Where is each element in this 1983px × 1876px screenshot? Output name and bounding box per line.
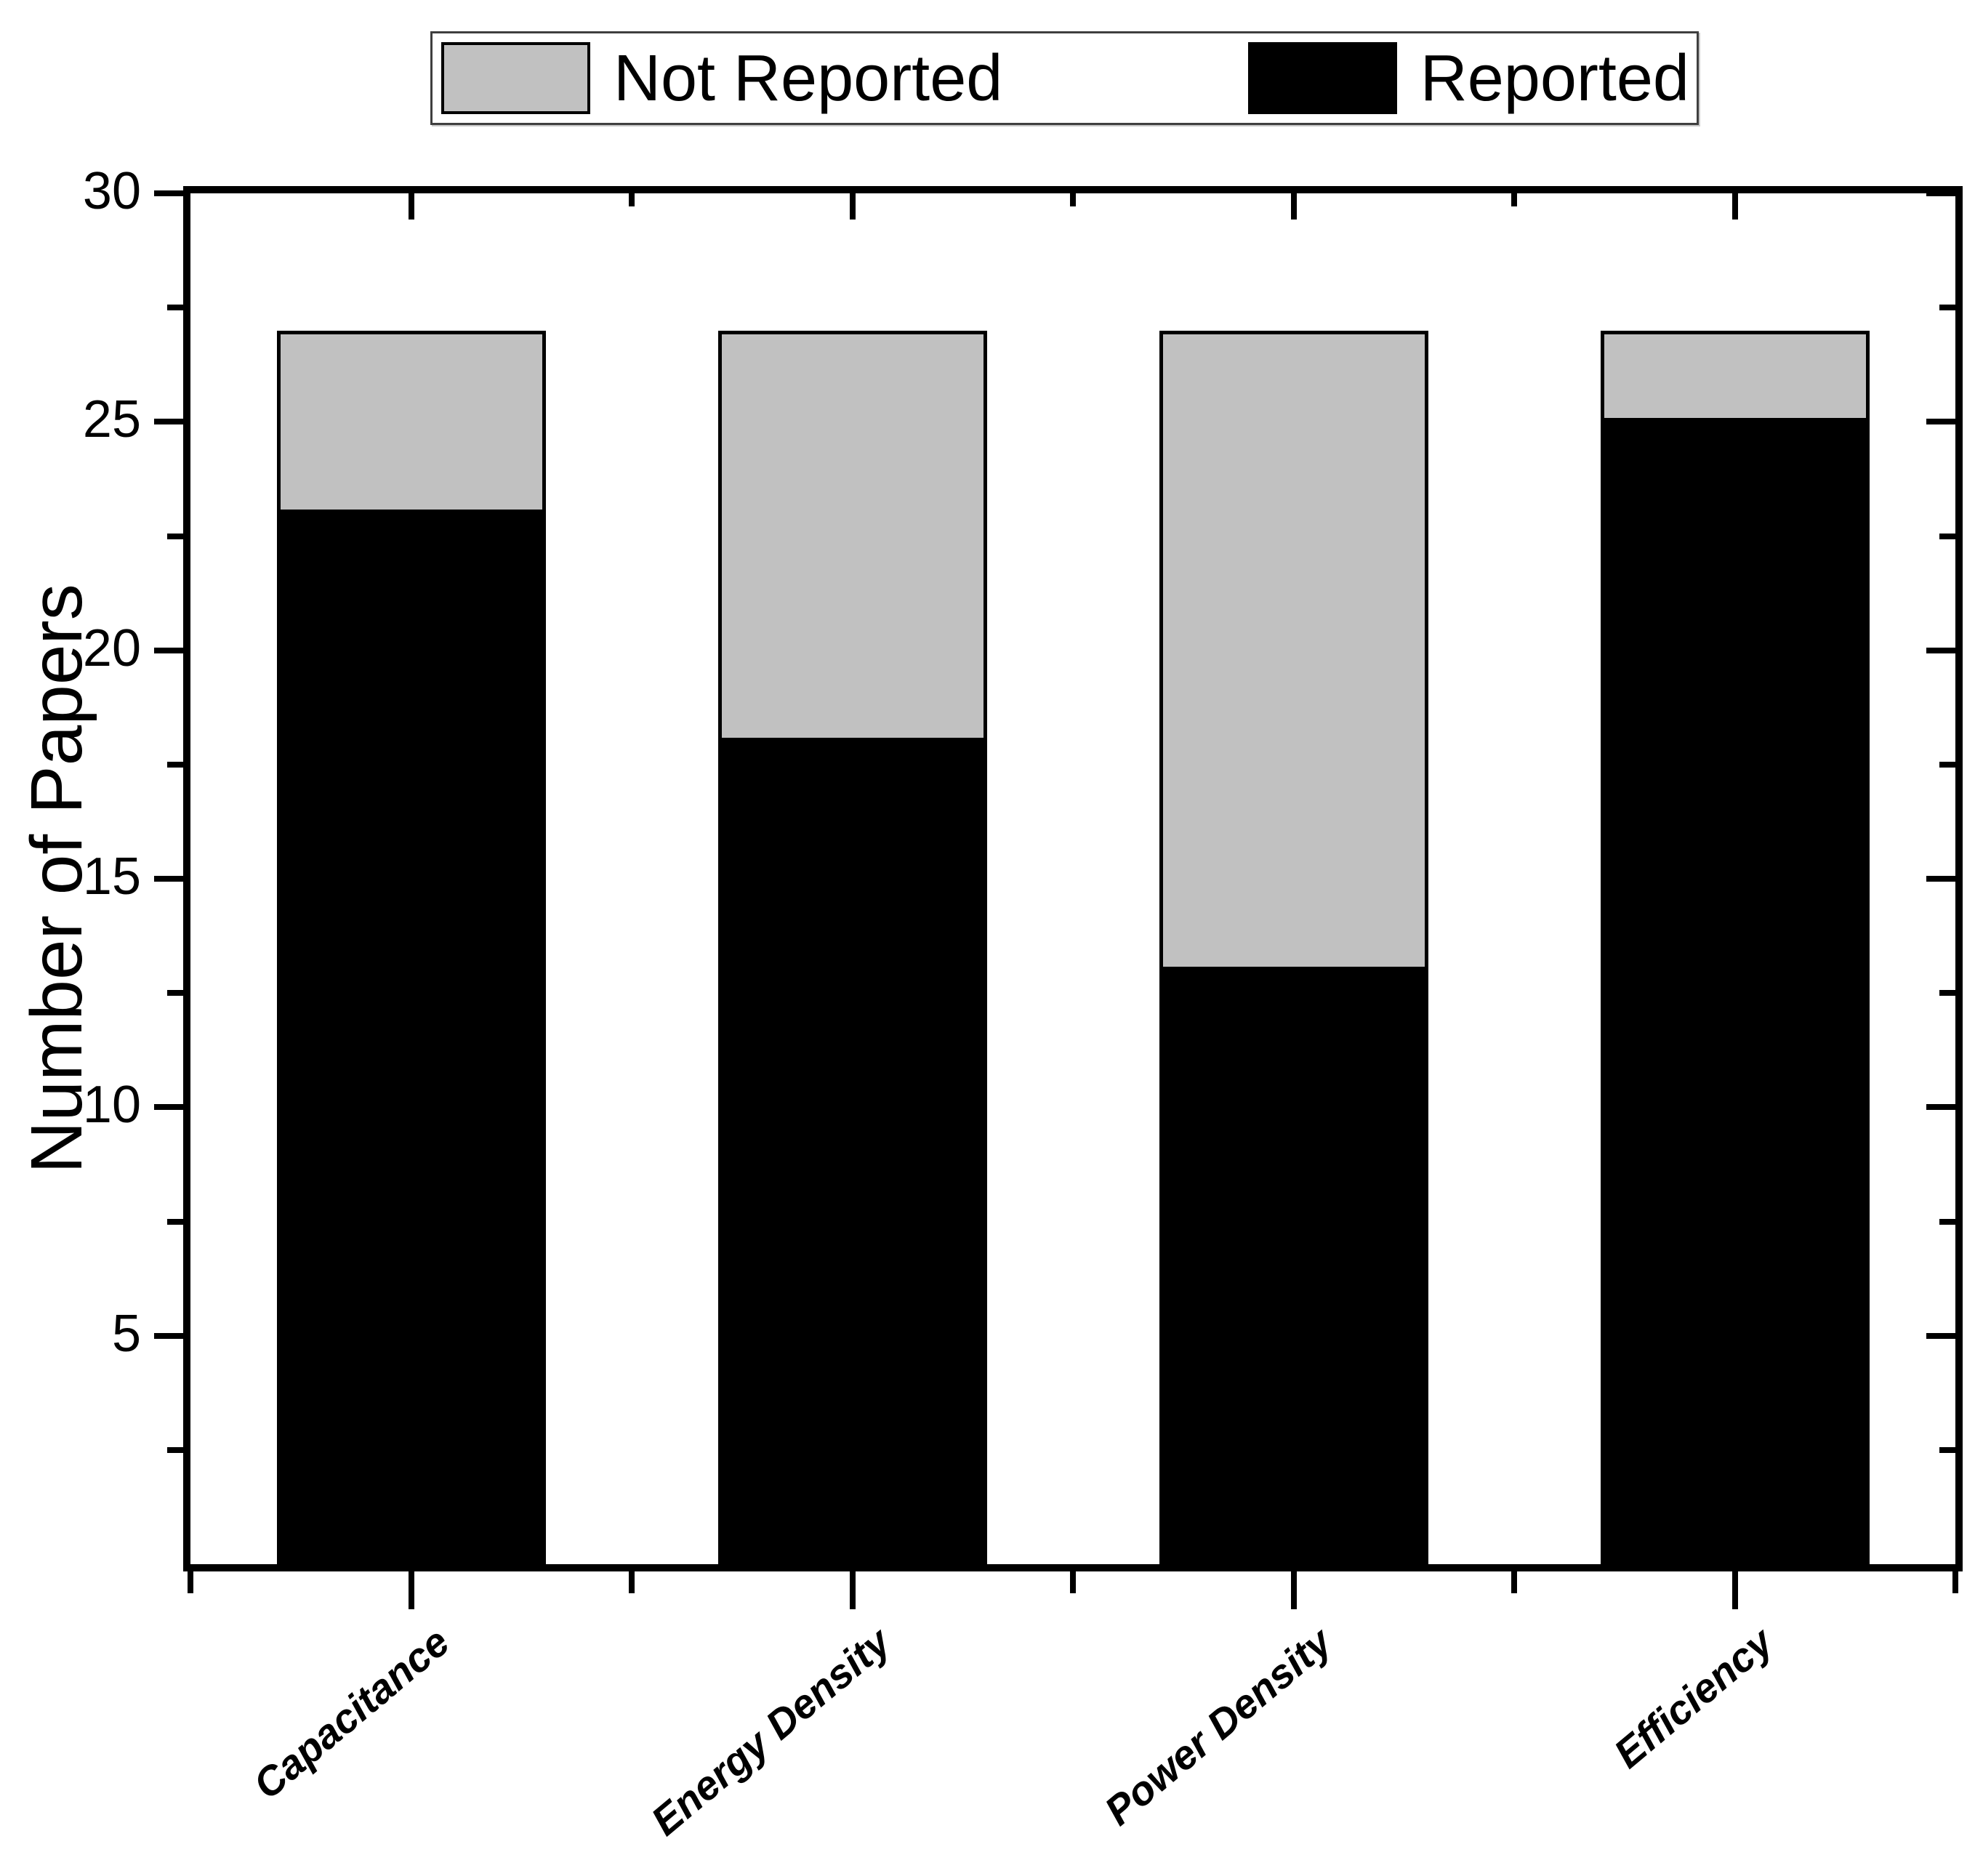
x-axis-major-tick	[849, 1571, 856, 1609]
bar-segment-not-reported-efficiency	[1600, 330, 1870, 422]
y-axis-major-tick	[154, 1104, 183, 1111]
x-axis-minor-tick	[1952, 1571, 1958, 1593]
bar-segment-reported-capacitance	[276, 513, 546, 1564]
y-axis-major-tick	[154, 876, 183, 882]
x-category-label-efficiency: Efficiency	[1604, 1618, 1782, 1777]
plot-area: Capacitance Energy Density Power Density Ef…	[83, 165, 1958, 1844]
y-tick-label: 25	[82, 390, 141, 449]
bar-segment-reported-power-density	[1159, 970, 1428, 1564]
x-axis-top-minor-tick	[1070, 193, 1076, 206]
bar-segment-reported-efficiency	[1600, 422, 1870, 1564]
y-axis-major-tick	[154, 1332, 183, 1339]
y-axis-right-major-tick	[1926, 1332, 1955, 1339]
y-axis-right-major-tick	[1926, 647, 1955, 653]
legend-swatch-reported	[1247, 42, 1397, 114]
x-axis-minor-tick	[188, 1571, 193, 1593]
y-axis-right-minor-tick	[1939, 990, 1955, 997]
x-axis-major-tick	[1731, 1571, 1738, 1609]
y-tick-label: 5	[111, 1304, 141, 1363]
legend-item-not-reported: Not Reported	[441, 42, 1002, 114]
x-axis-major-tick	[1290, 1571, 1297, 1609]
y-tick-label: 10	[82, 1076, 141, 1135]
legend-label-reported: Reported	[1420, 41, 1689, 115]
x-axis-minor-tick	[1070, 1571, 1076, 1593]
y-axis-minor-tick	[167, 761, 183, 768]
y-axis-right-minor-tick	[1939, 761, 1955, 768]
y-axis-major-tick	[154, 419, 183, 425]
x-axis-minor-tick	[1511, 1571, 1517, 1593]
x-axis-top-major-tick	[1731, 193, 1738, 220]
y-tick-label: 20	[82, 619, 141, 677]
y-axis-minor-tick	[167, 990, 183, 997]
y-axis-right-major-tick	[1926, 419, 1955, 425]
y-axis-minor-tick	[167, 533, 183, 539]
x-axis-top-major-tick	[1290, 193, 1297, 220]
y-axis-minor-tick	[167, 1218, 183, 1225]
y-axis-right-major-tick	[1926, 1104, 1955, 1111]
x-axis-top-minor-tick	[1511, 193, 1517, 206]
y-axis-title: Number of Papers	[16, 584, 97, 1174]
y-axis-right-major-tick	[1926, 190, 1955, 196]
y-axis-right-minor-tick	[1939, 533, 1955, 539]
legend-item-reported: Reported	[1247, 41, 1689, 115]
y-axis-right-minor-tick	[1939, 1446, 1955, 1453]
bar-segment-reported-energy-density	[717, 741, 987, 1564]
x-axis-top-minor-tick	[629, 193, 635, 206]
y-axis-minor-tick	[167, 305, 183, 311]
x-axis-top-major-tick	[408, 193, 414, 220]
y-axis-right-minor-tick	[1939, 305, 1955, 311]
y-axis-right-minor-tick	[1939, 1218, 1955, 1225]
x-axis-top-major-tick	[849, 193, 856, 220]
y-axis-major-tick	[154, 647, 183, 653]
x-category-label-energy-density: Energy Density	[642, 1618, 899, 1845]
x-category-label-capacitance: Capacitance	[244, 1618, 458, 1808]
legend-label-not-reported: Not Reported	[614, 41, 1003, 115]
x-category-label-power-density: Power Density	[1095, 1618, 1340, 1835]
y-axis-minor-tick	[167, 1446, 183, 1453]
y-tick-label: 15	[82, 848, 141, 906]
y-axis-major-tick	[154, 190, 183, 196]
x-axis-major-tick	[408, 1571, 414, 1609]
x-axis-minor-tick	[629, 1571, 635, 1593]
y-tick-label: 30	[82, 162, 141, 221]
bar-segment-not-reported-energy-density	[717, 330, 987, 742]
legend-swatch-not-reported	[441, 42, 590, 114]
legend: Not Reported Reported	[430, 31, 1699, 125]
bar-segment-not-reported-capacitance	[276, 330, 546, 514]
bar-segment-not-reported-power-density	[1159, 330, 1428, 970]
y-axis-right-major-tick	[1926, 876, 1955, 882]
